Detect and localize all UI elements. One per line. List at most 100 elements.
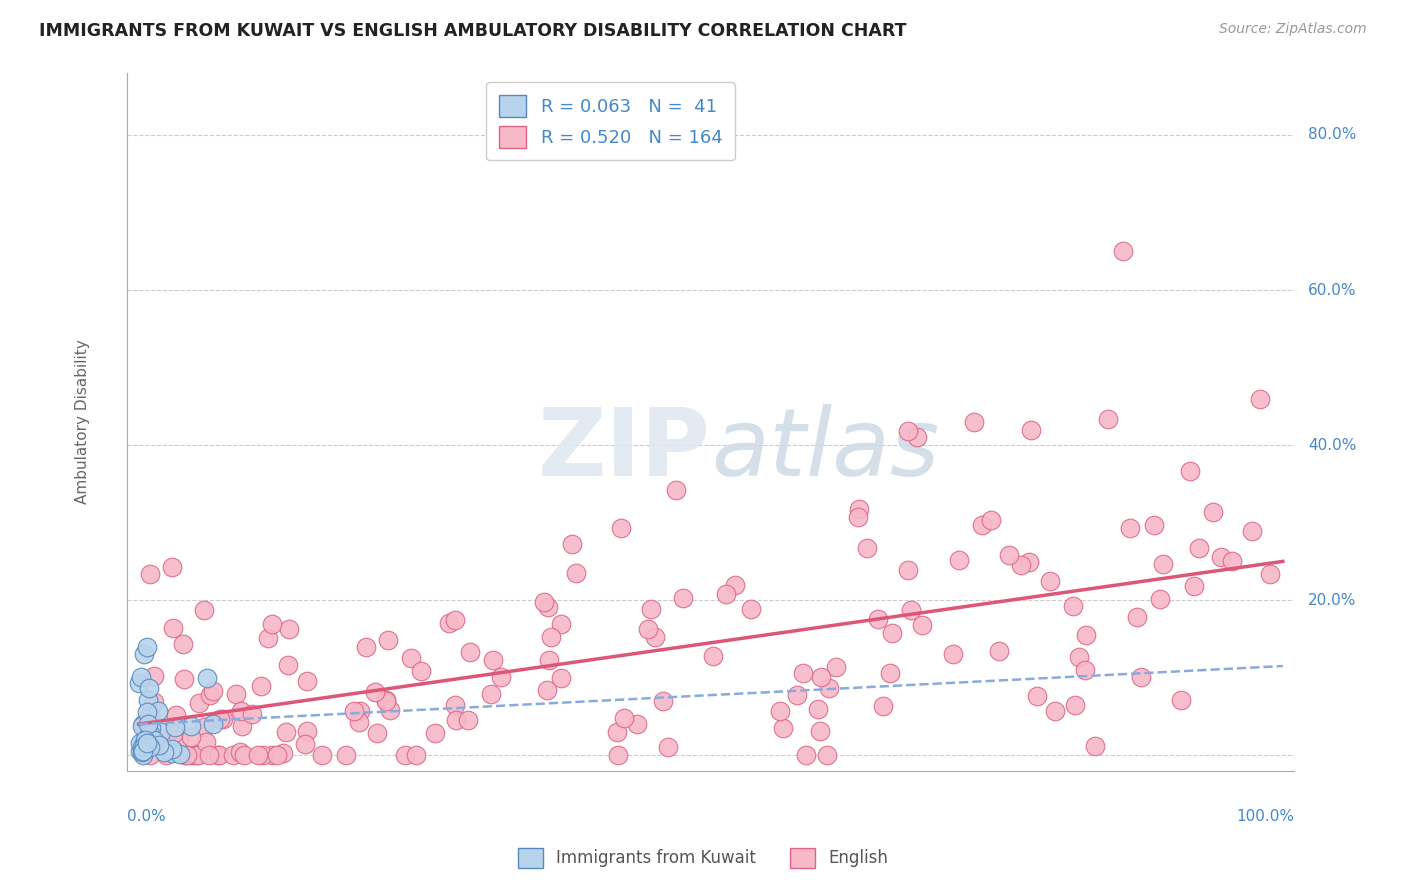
Point [1119, 521, 1142, 535]
Point [607, 748, 630, 763]
Point [240, 707, 263, 722]
Point [295, 674, 318, 689]
Point [980, 513, 1002, 527]
Point [225, 687, 247, 701]
Point [657, 740, 679, 755]
Point [135, 731, 157, 745]
Point [550, 617, 572, 632]
Point [139, 566, 162, 581]
Point [897, 425, 920, 439]
Point [1129, 670, 1152, 684]
Point [380, 703, 402, 717]
Point [252, 748, 274, 763]
Point [1143, 517, 1166, 532]
Point [479, 687, 502, 701]
Point [202, 683, 225, 698]
Point [606, 725, 628, 739]
Point [128, 736, 150, 750]
Point [1182, 579, 1205, 593]
Point [377, 632, 399, 647]
Point [786, 688, 808, 702]
Point [149, 724, 172, 739]
Point [897, 563, 920, 577]
Point [538, 653, 561, 667]
Point [550, 671, 572, 685]
Point [146, 704, 169, 718]
Point [250, 679, 273, 693]
Point [135, 736, 157, 750]
Point [138, 727, 160, 741]
Point [672, 591, 695, 606]
Point [180, 748, 202, 763]
Point [1178, 464, 1201, 478]
Point [142, 733, 165, 747]
Point [257, 632, 280, 646]
Point [187, 696, 209, 710]
Text: atlas: atlas [710, 404, 939, 495]
Point [222, 748, 245, 763]
Point [1258, 567, 1281, 582]
Point [444, 713, 467, 727]
Point [808, 723, 831, 738]
Text: Source: ZipAtlas.com: Source: ZipAtlas.com [1219, 22, 1367, 37]
Point [148, 739, 170, 753]
Point [540, 630, 562, 644]
Point [266, 748, 288, 763]
Point [294, 737, 316, 751]
Point [162, 727, 184, 741]
Point [1202, 505, 1225, 519]
Point [1188, 541, 1211, 555]
Text: IMMIGRANTS FROM KUWAIT VS ENGLISH AMBULATORY DISABILITY CORRELATION CHART: IMMIGRANTS FROM KUWAIT VS ENGLISH AMBULA… [39, 22, 907, 40]
Point [276, 725, 298, 739]
Point [665, 483, 688, 497]
Text: 0.0%: 0.0% [127, 809, 166, 824]
Point [1126, 610, 1149, 624]
Point [794, 748, 817, 763]
Text: Ambulatory Disability: Ambulatory Disability [76, 340, 90, 504]
Text: 40.0%: 40.0% [1308, 438, 1357, 452]
Text: 80.0%: 80.0% [1308, 128, 1357, 143]
Point [533, 594, 555, 608]
Point [1084, 739, 1107, 753]
Point [374, 693, 396, 707]
Point [136, 716, 159, 731]
Point [714, 587, 737, 601]
Point [399, 651, 422, 665]
Point [1018, 555, 1040, 569]
Point [536, 682, 558, 697]
Point [201, 717, 224, 731]
Point [143, 668, 166, 682]
Point [247, 748, 270, 763]
Point [1211, 550, 1233, 565]
Point [138, 681, 160, 695]
Point [134, 648, 156, 662]
Point [128, 743, 150, 757]
Point [129, 670, 152, 684]
Point [229, 745, 252, 759]
Point [1152, 557, 1174, 571]
Point [174, 748, 197, 763]
Point [143, 695, 166, 709]
Point [1111, 244, 1133, 259]
Legend: Immigrants from Kuwait, English: Immigrants from Kuwait, English [512, 841, 894, 875]
Point [136, 739, 159, 754]
Point [1149, 592, 1171, 607]
Point [769, 704, 792, 718]
Point [260, 748, 283, 763]
Point [343, 704, 366, 718]
Point [882, 626, 904, 640]
Point [1039, 574, 1062, 588]
Point [152, 745, 174, 759]
Point [1074, 628, 1097, 642]
Point [724, 578, 747, 592]
Point [394, 748, 416, 763]
Point [1064, 698, 1087, 713]
Point [444, 698, 467, 713]
Point [136, 693, 159, 707]
Point [212, 712, 235, 726]
Point [1043, 704, 1066, 718]
Point [818, 681, 841, 695]
Point [169, 747, 191, 761]
Point [565, 566, 588, 580]
Point [810, 670, 832, 684]
